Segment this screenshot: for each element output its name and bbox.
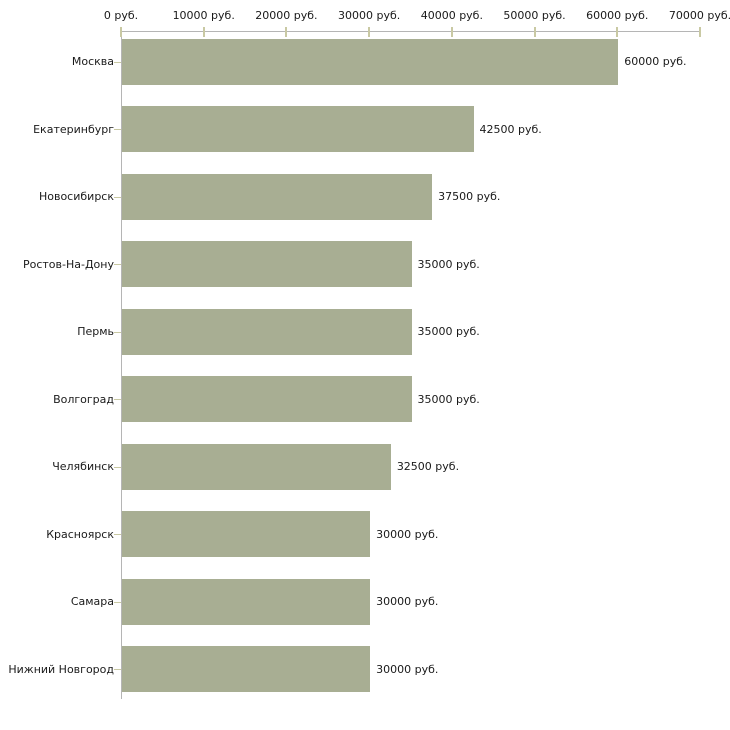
bar bbox=[122, 38, 619, 85]
category-label: Екатеринбург bbox=[33, 122, 114, 136]
bar-value-label: 30000 руб. bbox=[376, 527, 439, 541]
category-tick bbox=[114, 534, 121, 535]
category-label: Новосибирск bbox=[38, 190, 114, 203]
bar bbox=[122, 646, 371, 692]
x-axis-tick-label: 20000 руб. bbox=[255, 9, 318, 22]
bar-value-label: 60000 руб. bbox=[624, 55, 687, 68]
x-axis-tick bbox=[533, 27, 536, 37]
category-label: Пермь bbox=[77, 325, 114, 338]
category-tick bbox=[114, 129, 121, 130]
x-axis-tick bbox=[450, 27, 453, 37]
chart-row: Самара 30000 руб. bbox=[0, 578, 730, 625]
x-axis-tick-label: 0 руб. bbox=[103, 9, 139, 22]
category-tick bbox=[114, 466, 121, 468]
chart-row: Челябинск 32500 руб. bbox=[0, 443, 730, 490]
chart-row: Пермь 35000 руб. bbox=[0, 308, 730, 355]
chart-row: Красноярск 30000 руб. bbox=[0, 511, 730, 557]
bar bbox=[122, 376, 412, 422]
bar bbox=[122, 106, 474, 152]
bar-value-label: 30000 руб. bbox=[376, 662, 439, 676]
chart-row: Нижний Новгород 30000 руб. bbox=[0, 646, 730, 692]
category-label: Ростов-На-Дону bbox=[22, 257, 114, 271]
bar bbox=[122, 173, 433, 220]
x-axis-tick bbox=[616, 27, 619, 37]
category-tick bbox=[114, 61, 121, 63]
category-tick bbox=[114, 331, 121, 333]
bar bbox=[122, 578, 371, 625]
category-label: Челябинск bbox=[52, 460, 114, 473]
bar bbox=[122, 511, 371, 557]
category-tick bbox=[114, 399, 121, 400]
category-tick bbox=[114, 601, 121, 603]
y-axis-line bbox=[121, 31, 122, 699]
chart-row: Екатеринбург 42500 руб. bbox=[0, 106, 730, 152]
x-axis-tick-label: 70000 руб. bbox=[668, 9, 730, 22]
bar-value-label: 35000 руб. bbox=[417, 392, 480, 406]
bar-value-label: 42500 руб. bbox=[479, 122, 542, 136]
x-axis-tick bbox=[202, 27, 205, 37]
chart-row: Ростов-На-Дону 35000 руб. bbox=[0, 241, 730, 287]
bar-value-label: 32500 руб. bbox=[396, 460, 460, 473]
chart-row: Волгоград 35000 руб. bbox=[0, 376, 730, 422]
x-axis-tick-label: 60000 руб. bbox=[586, 9, 649, 22]
bar bbox=[122, 241, 412, 287]
chart-row: Новосибирск 37500 руб. bbox=[0, 173, 730, 220]
x-axis-line bbox=[121, 31, 700, 32]
bar bbox=[122, 308, 412, 355]
x-axis-tick-label: 30000 руб. bbox=[338, 9, 401, 22]
bar-value-label: 35000 руб. bbox=[417, 257, 480, 271]
x-axis-tick-label: 10000 руб. bbox=[172, 9, 235, 22]
chart-row: Москва 60000 руб. bbox=[0, 38, 730, 85]
category-label: Нижний Новгород bbox=[8, 662, 114, 676]
category-label: Самара bbox=[70, 595, 114, 608]
x-axis-tick-label: 50000 руб. bbox=[503, 9, 566, 22]
category-label: Красноярск bbox=[46, 527, 114, 541]
category-tick bbox=[114, 264, 121, 265]
bar-value-label: 30000 руб. bbox=[376, 595, 439, 608]
x-axis-tick bbox=[368, 27, 371, 37]
bar-value-label: 35000 руб. bbox=[417, 325, 480, 338]
category-label: Москва bbox=[71, 55, 114, 68]
category-tick bbox=[114, 196, 121, 198]
x-axis-tick-label: 40000 руб. bbox=[420, 9, 483, 22]
x-axis-tick bbox=[285, 27, 288, 37]
category-tick bbox=[114, 669, 121, 670]
x-axis-tick bbox=[120, 27, 122, 37]
bar-value-label: 37500 руб. bbox=[438, 190, 501, 203]
x-axis-tick bbox=[699, 27, 701, 37]
category-label: Волгоград bbox=[53, 392, 114, 406]
bar bbox=[122, 443, 391, 490]
